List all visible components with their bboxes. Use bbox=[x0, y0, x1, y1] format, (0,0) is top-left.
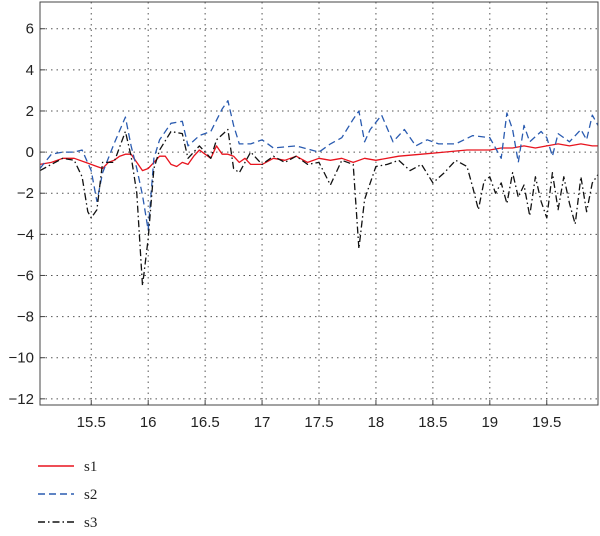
x-tick-label: 19 bbox=[481, 414, 498, 431]
x-tick-label: 19.5 bbox=[532, 414, 561, 431]
y-tick-label: 0 bbox=[26, 144, 34, 161]
series-line-s1 bbox=[39, 143, 598, 172]
legend-label-s2: s2 bbox=[84, 487, 97, 503]
x-tick-label: 17 bbox=[254, 414, 271, 431]
y-tick-label: −6 bbox=[17, 267, 34, 284]
y-tick-label: −8 bbox=[17, 309, 34, 326]
series-line-s3 bbox=[39, 128, 599, 287]
x-tick-label: 18.5 bbox=[418, 414, 447, 431]
tick-marks bbox=[40, 28, 548, 405]
y-tick-label: 4 bbox=[26, 62, 34, 79]
y-tick-label: −4 bbox=[17, 226, 34, 243]
x-tick-labels: 15.5 16 16.5 17 17.5 18 18.5 19 19.5 bbox=[77, 414, 562, 431]
y-tick-label: −2 bbox=[17, 185, 34, 202]
x-tick-label: 15.5 bbox=[77, 414, 106, 431]
y-tick-label: 6 bbox=[26, 21, 34, 38]
x-tick-label: 16.5 bbox=[191, 414, 220, 431]
x-tick-label: 18 bbox=[368, 414, 385, 431]
legend: s1 s2 s3 bbox=[38, 459, 97, 531]
x-tick-label: 17.5 bbox=[304, 414, 333, 431]
series-line-s2 bbox=[39, 100, 599, 231]
y-tick-label: −12 bbox=[9, 391, 34, 408]
y-tick-label: −10 bbox=[9, 350, 34, 367]
y-tick-labels: 6 4 2 0 −2 −4 −6 −8 −10 −12 bbox=[9, 21, 34, 408]
series-layer bbox=[39, 100, 599, 287]
legend-label-s3: s3 bbox=[84, 515, 97, 531]
legend-label-s1: s1 bbox=[84, 459, 97, 475]
x-tick-label: 16 bbox=[140, 414, 157, 431]
y-tick-label: 2 bbox=[26, 103, 34, 120]
grid-lines bbox=[40, 2, 598, 405]
